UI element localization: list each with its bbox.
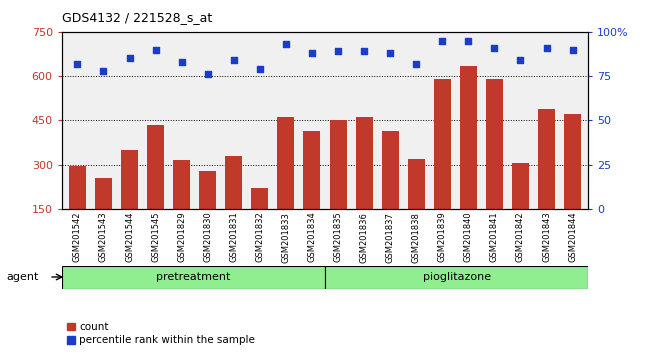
Point [255,66,265,72]
Text: agent: agent [6,272,39,282]
Text: pretreatment: pretreatment [156,272,231,282]
Bar [147,125,164,253]
Point [333,48,343,54]
Bar [226,156,242,253]
Point [98,68,109,74]
Text: GDS4132 / 221528_s_at: GDS4132 / 221528_s_at [62,11,212,24]
Bar [173,160,190,253]
Bar [564,114,581,253]
Point [124,56,135,61]
Point [359,48,369,54]
Bar [95,178,112,253]
Bar [382,131,398,253]
Bar [325,266,588,289]
Bar [408,159,424,253]
Bar [69,166,86,253]
Bar [304,131,320,253]
Bar [330,120,346,253]
Point [72,61,83,67]
Bar [121,150,138,253]
Bar [200,171,216,253]
Point [567,47,578,52]
Bar [356,118,372,253]
Point [229,57,239,63]
Bar [512,163,529,253]
Bar [252,188,268,253]
Point [150,47,161,52]
Text: pioglitazone: pioglitazone [422,272,491,282]
Bar [278,118,294,253]
Point [411,61,421,67]
Point [203,72,213,77]
Point [385,50,395,56]
Point [307,50,317,56]
Bar [62,266,325,289]
Bar [538,109,555,253]
Point [176,59,187,65]
Legend: count, percentile rank within the sample: count, percentile rank within the sample [67,322,255,345]
Point [463,38,474,44]
Point [489,45,500,51]
Point [541,45,552,51]
Point [437,38,447,44]
Bar [486,79,503,253]
Point [515,57,526,63]
Bar [460,66,477,253]
Bar [434,79,450,253]
Point [281,41,291,47]
